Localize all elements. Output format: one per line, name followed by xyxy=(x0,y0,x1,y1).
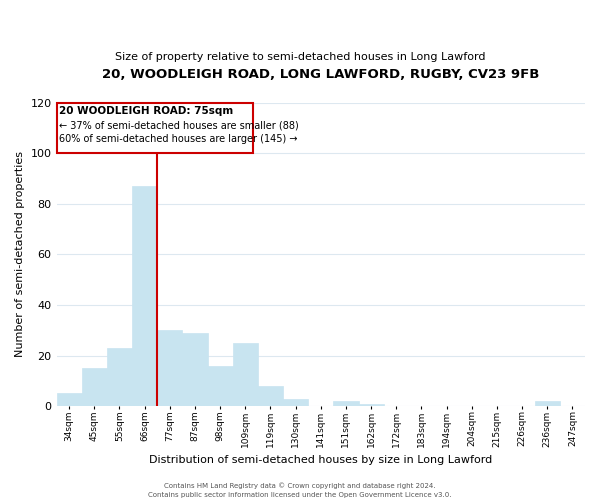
Bar xyxy=(535,401,560,406)
Bar xyxy=(359,404,383,406)
Text: Contains HM Land Registry data © Crown copyright and database right 2024.: Contains HM Land Registry data © Crown c… xyxy=(164,482,436,489)
Bar xyxy=(208,366,233,406)
Title: 20, WOODLEIGH ROAD, LONG LAWFORD, RUGBY, CV23 9FB: 20, WOODLEIGH ROAD, LONG LAWFORD, RUGBY,… xyxy=(102,68,539,80)
Bar xyxy=(283,398,308,406)
Bar xyxy=(182,332,208,406)
Text: 20 WOODLEIGH ROAD: 75sqm: 20 WOODLEIGH ROAD: 75sqm xyxy=(59,106,233,117)
Text: 60% of semi-detached houses are larger (145) →: 60% of semi-detached houses are larger (… xyxy=(59,134,298,144)
Y-axis label: Number of semi-detached properties: Number of semi-detached properties xyxy=(15,152,25,358)
Bar xyxy=(56,394,82,406)
Bar xyxy=(258,386,283,406)
Bar xyxy=(334,401,359,406)
X-axis label: Distribution of semi-detached houses by size in Long Lawford: Distribution of semi-detached houses by … xyxy=(149,455,493,465)
FancyBboxPatch shape xyxy=(56,102,253,153)
Bar xyxy=(107,348,132,406)
Bar xyxy=(233,343,258,406)
Bar xyxy=(132,186,157,406)
Text: ← 37% of semi-detached houses are smaller (88): ← 37% of semi-detached houses are smalle… xyxy=(59,120,299,130)
Text: Size of property relative to semi-detached houses in Long Lawford: Size of property relative to semi-detach… xyxy=(115,52,485,62)
Bar xyxy=(82,368,107,406)
Bar xyxy=(157,330,182,406)
Text: Contains public sector information licensed under the Open Government Licence v3: Contains public sector information licen… xyxy=(148,492,452,498)
